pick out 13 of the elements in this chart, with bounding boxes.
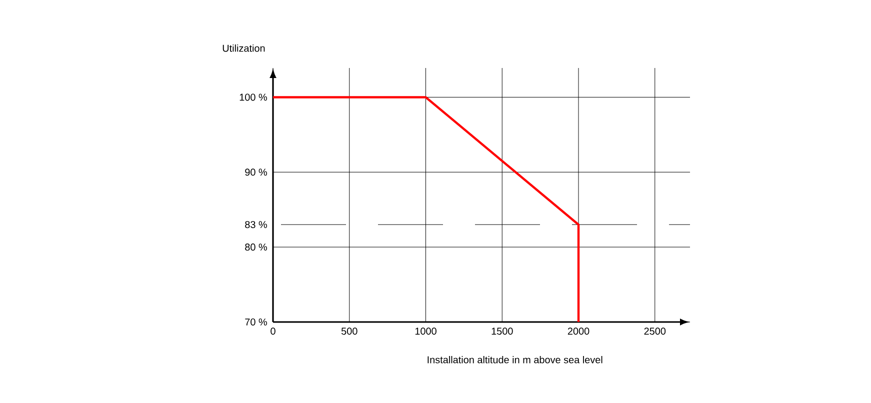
x-tick-label: 500: [341, 328, 358, 335]
x-axis-title: Installation altitude in m above sea level: [428, 356, 602, 364]
y-tick-label: 100 %: [240, 94, 267, 101]
y-tick-label: 80 %: [245, 244, 268, 251]
x-tick-label: 1000: [415, 328, 436, 335]
x-tick-label: 2500: [644, 328, 666, 335]
x-tick-label: 0: [270, 328, 276, 335]
ref-line-label: 83 %: [245, 221, 268, 228]
x-tick-label: 1500: [492, 328, 513, 335]
y-tick-label: 70 %: [245, 318, 268, 326]
x-tick-label: 2000: [568, 328, 590, 335]
y-axis-title: Utilization: [222, 44, 265, 52]
y-tick-label: 90 %: [245, 168, 268, 176]
